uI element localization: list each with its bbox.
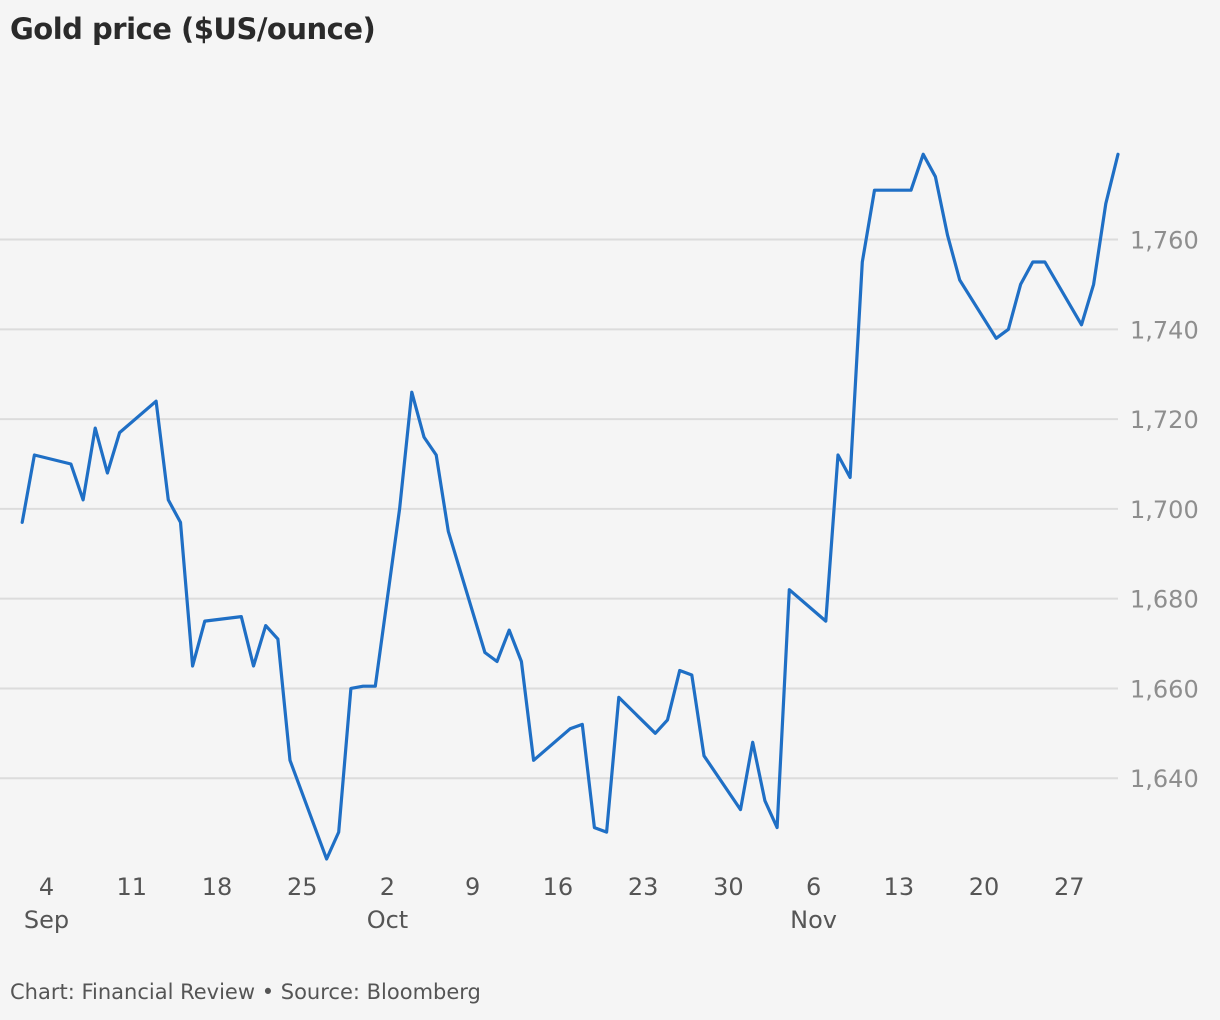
y-tick-label: 1,760 <box>1130 227 1199 255</box>
x-tick-label: 23 <box>628 873 659 901</box>
x-tick-label: 13 <box>884 873 915 901</box>
x-axis: 4 11 18 25 2 9 16 23 30 6 13 20 27 Sep Oct Nov <box>24 873 1085 934</box>
y-tick-label: 1,700 <box>1130 496 1199 524</box>
chart-footer: Chart: Financial Review • Source: Bloomb… <box>10 980 481 1004</box>
gridlines <box>0 238 1118 780</box>
y-tick-label: 1,720 <box>1130 406 1199 434</box>
x-month-label: Oct <box>367 906 409 934</box>
x-tick-label: 2 <box>380 873 395 901</box>
x-tick-label: 27 <box>1054 873 1085 901</box>
chart-title: Gold price ($US/ounce) <box>10 12 376 46</box>
x-tick-label: 18 <box>202 873 233 901</box>
y-tick-label: 1,640 <box>1130 765 1199 793</box>
x-month-label: Sep <box>24 906 69 934</box>
y-tick-label: 1,740 <box>1130 316 1199 344</box>
x-tick-label: 6 <box>806 873 821 901</box>
x-tick-label: 30 <box>713 873 744 901</box>
plot-area <box>20 152 1120 861</box>
x-tick-label: 9 <box>465 873 480 901</box>
series-line <box>20 152 1120 861</box>
x-tick-label: 25 <box>287 873 318 901</box>
x-tick-label: 16 <box>543 873 574 901</box>
x-tick-label: 11 <box>116 873 147 901</box>
x-tick-label: 4 <box>39 873 54 901</box>
x-month-label: Nov <box>790 906 837 934</box>
y-axis: 1,640 1,660 1,680 1,700 1,720 1,740 1,760 <box>1130 227 1199 794</box>
y-tick-label: 1,680 <box>1130 586 1199 614</box>
y-tick-label: 1,660 <box>1130 675 1199 703</box>
x-tick-label: 20 <box>969 873 1000 901</box>
